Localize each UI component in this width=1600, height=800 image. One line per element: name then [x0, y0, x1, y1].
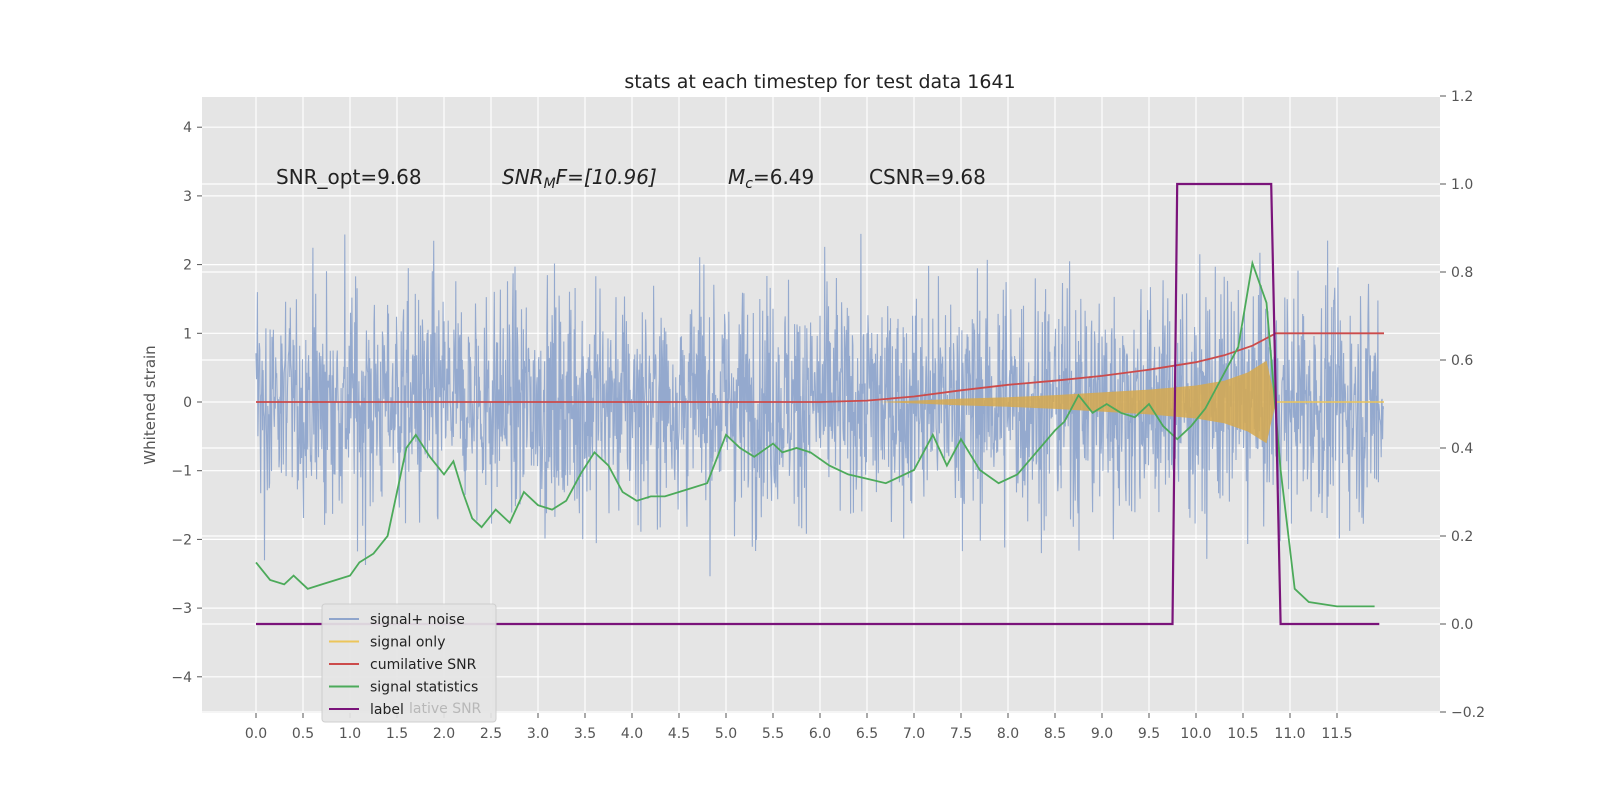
x-tick-label: 3.0: [527, 726, 549, 742]
chart-title: stats at each timestep for test data 164…: [624, 71, 1015, 93]
x-tick-label: 5.0: [715, 726, 737, 742]
y-tick-label: 4: [183, 120, 192, 136]
y2-tick-label: 0.8: [1451, 265, 1473, 281]
x-tick-label: 11.0: [1274, 726, 1305, 742]
legend-box: [321, 603, 497, 723]
y2-tick-label: −0.2: [1451, 705, 1485, 721]
y-axis-label: Whitened strain: [141, 345, 159, 464]
x-tick-label: 8.0: [997, 726, 1019, 742]
y-tick-label: 2: [183, 258, 192, 274]
y2-tick-label: 1.0: [1451, 177, 1473, 193]
cumilative-snr-line: [256, 332, 1384, 403]
axes: 0.0 0.5 1.0 1.5 2.0 2.5 3.0 3.5 4.0 4.5 5.0 5.5 6.0 6…: [171, 89, 1485, 742]
annotation-mc-rest: =6.49: [753, 165, 814, 189]
x-tick-label: 4.5: [668, 726, 690, 742]
legend-label-noise: signal+ noise: [370, 612, 465, 628]
x-tick-label: 2.0: [433, 726, 455, 742]
legend: lative SNR signal+ noise signal only cumila…: [321, 603, 497, 723]
legend-overlap-text: lative SNR: [409, 701, 482, 717]
x-tick-label: 6.5: [856, 726, 878, 742]
x-tick-label: 9.0: [1091, 726, 1113, 742]
x-tick-label: 2.5: [480, 726, 502, 742]
y2-tick-label: 0.0: [1451, 617, 1473, 633]
x-tick-label: 0.5: [292, 726, 314, 742]
y-tick-label: 0: [183, 395, 192, 411]
x-tick-label: 3.5: [574, 726, 596, 742]
x-tick-label: 11.5: [1321, 726, 1352, 742]
label-line: [256, 182, 1380, 626]
annotation-csnr: CSNR=9.68: [869, 165, 986, 189]
y2-tick-label: 0.4: [1451, 441, 1473, 457]
annotation-mc-sub: c: [745, 176, 753, 192]
x-tick-label: 7.0: [903, 726, 925, 742]
annotation-snr-mf: SNRMF=[10.96]: [502, 165, 657, 192]
x-tick-label: 6.0: [809, 726, 831, 742]
legend-label-csnr: cumilative SNR: [370, 657, 477, 673]
y2-tick-label: 0.6: [1451, 353, 1473, 369]
y-tick-label: −3: [171, 601, 192, 617]
x-tick-label: 9.5: [1138, 726, 1160, 742]
x-tick-label: 5.5: [762, 726, 784, 742]
legend-label-label: label: [370, 702, 404, 718]
legend-label-signal: signal only: [370, 635, 445, 651]
y-tick-label: −4: [171, 670, 192, 686]
y-tick-label: 1: [183, 326, 192, 342]
annotation-snr-opt: SNR_opt=9.68: [276, 165, 422, 189]
y-tick-label: −2: [171, 532, 192, 548]
legend-label-stat: signal statistics: [370, 680, 478, 696]
x-tick-label: 1.5: [386, 726, 408, 742]
annotation-mc-main: M: [728, 165, 745, 189]
annotation-snr-mf-rest: F=[10.96]: [556, 165, 657, 189]
y-tick-label: −1: [171, 464, 192, 480]
x-tick-label: 8.5: [1044, 726, 1066, 742]
annotation-snr-mf-main: SNR: [502, 165, 544, 189]
x-tick-label: 4.0: [621, 726, 643, 742]
y2-tick-label: 1.2: [1451, 89, 1473, 105]
y-tick-label: 3: [183, 189, 192, 205]
data-layer: [255, 182, 1385, 626]
x-tick-label: 10.5: [1227, 726, 1258, 742]
signal-only-envelope: [876, 360, 1384, 444]
annotations: SNR_opt=9.68 SNRMF=[10.96] Mc=6.49 CSNR=…: [276, 165, 986, 192]
x-tick-label: 0.0: [245, 726, 267, 742]
annotation-snr-mf-sub: M: [544, 176, 556, 192]
y2-tick-label: 0.2: [1451, 529, 1473, 545]
x-tick-label: 10.0: [1180, 726, 1211, 742]
x-tick-label: 1.0: [339, 726, 361, 742]
signal-statistics-line: [255, 259, 1375, 608]
x-tick-label: 7.5: [950, 726, 972, 742]
annotation-mc: Mc=6.49: [728, 165, 814, 192]
